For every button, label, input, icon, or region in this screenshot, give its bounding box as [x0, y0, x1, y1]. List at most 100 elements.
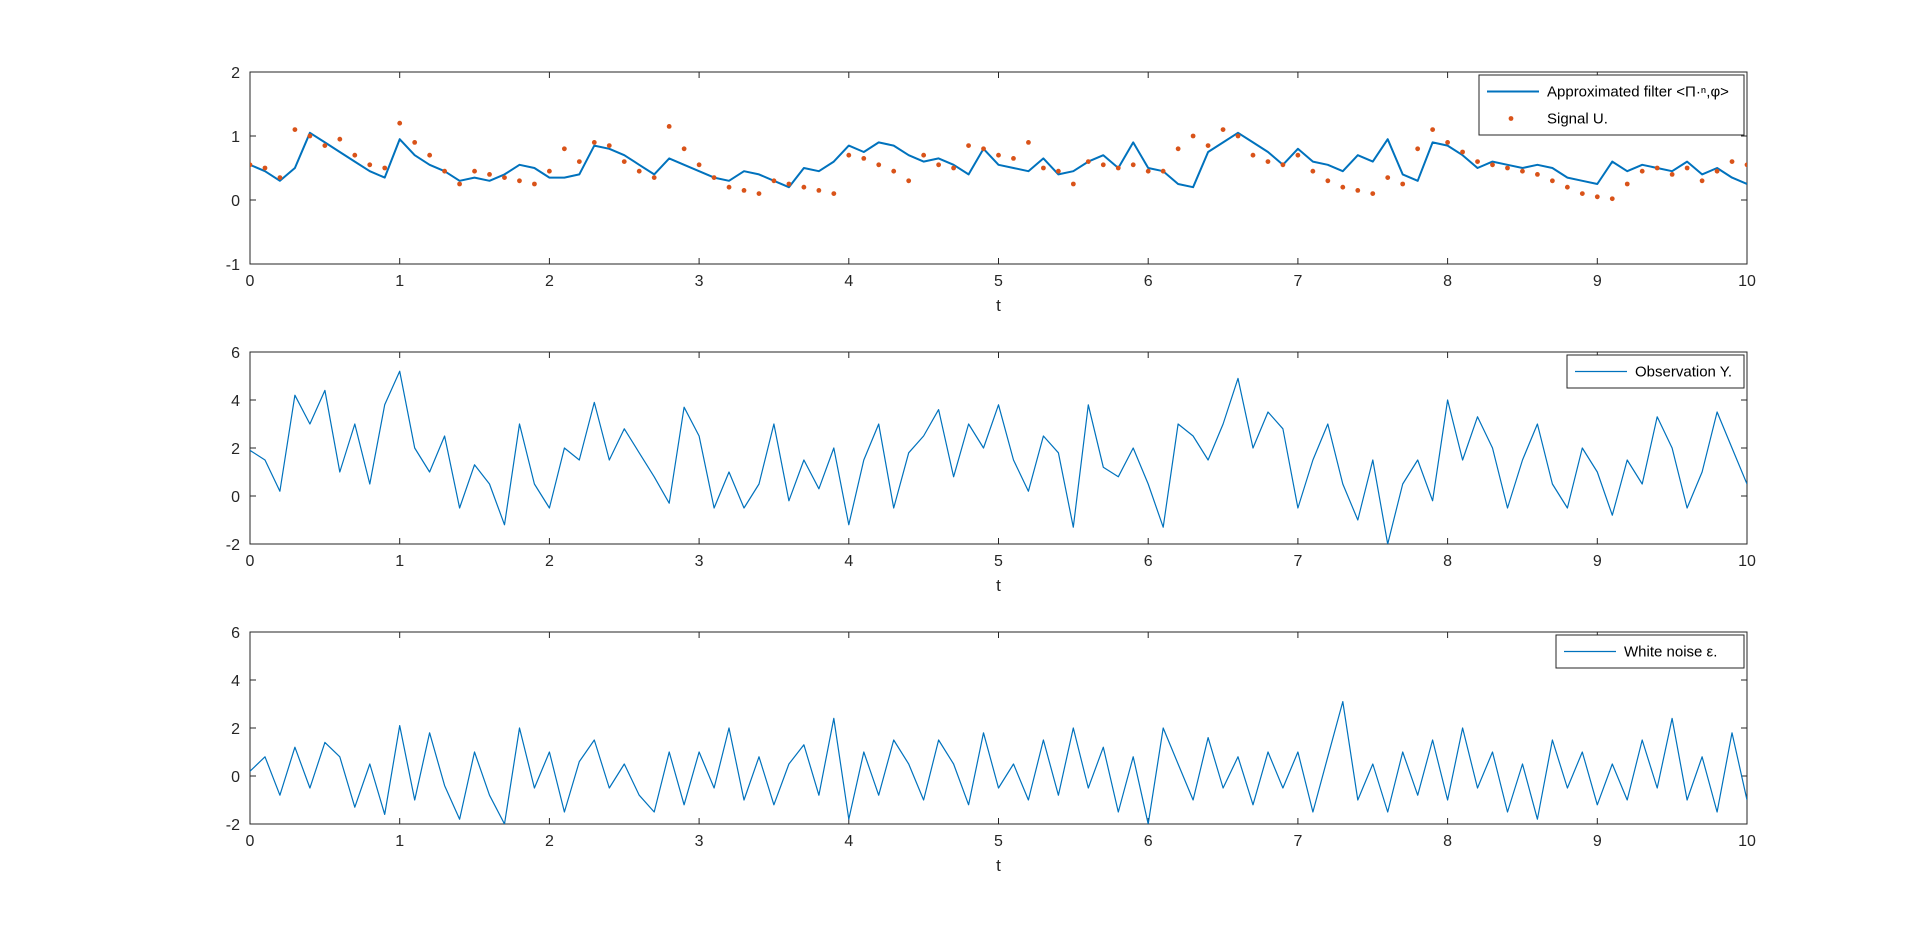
y-tick-label: 1	[231, 129, 240, 146]
x-tick-label: 3	[695, 273, 704, 290]
data-point	[1505, 165, 1510, 171]
data-point	[681, 146, 687, 152]
data-point	[1085, 159, 1091, 165]
y-tick-label: -2	[226, 537, 240, 554]
y-tick-label: 0	[231, 489, 240, 506]
data-point	[996, 152, 1001, 158]
data-point	[621, 159, 627, 165]
data-point	[801, 184, 807, 190]
data-point	[472, 168, 477, 174]
x-tick-label: 7	[1293, 833, 1302, 850]
x-tick-label: 1	[395, 273, 404, 290]
plot-panel-1: 0 1 2 3 4 5 6 7 8 9 10 -1 0 1 2 t Approximated filter <Π…	[226, 65, 1756, 315]
data-point	[1684, 165, 1690, 171]
data-point	[1250, 152, 1256, 158]
y-tick-label: 2	[231, 65, 240, 82]
data-point	[1430, 127, 1436, 132]
data-point	[1654, 165, 1660, 171]
plot-area	[250, 370, 1747, 544]
x-tick-label: 8	[1443, 553, 1452, 570]
series-line	[250, 131, 1747, 189]
data-point	[1190, 133, 1196, 139]
data-point	[1520, 168, 1525, 174]
data-point	[951, 165, 956, 171]
legend: Approximated filter <Π·ⁿ,φ> Signal U.	[1478, 74, 1745, 136]
x-axis-label: t	[996, 576, 1001, 595]
data-point	[1490, 162, 1495, 168]
data-point	[906, 178, 912, 184]
y-tick-label: 4	[231, 673, 240, 690]
data-point	[1295, 152, 1301, 158]
data-point	[1205, 143, 1211, 149]
legend: Observation Y.	[1566, 354, 1745, 389]
data-point	[382, 165, 388, 171]
data-point	[726, 184, 732, 190]
data-point	[846, 152, 852, 158]
x-tick-label: 10	[1738, 273, 1756, 290]
x-tick-label: 9	[1593, 833, 1602, 850]
x-tick-label: 7	[1293, 553, 1302, 570]
data-point	[1130, 162, 1136, 168]
plot-panel-2: 0 1 2 3 4 5 6 7 8 9 10 -2 0 2 4 6 t Observation Y.	[226, 345, 1756, 595]
data-point	[277, 175, 283, 181]
legend-marker	[1508, 116, 1514, 121]
x-tick-label: 5	[994, 833, 1003, 850]
y-tick-label: 0	[231, 193, 240, 210]
data-point	[307, 133, 313, 139]
data-point	[367, 162, 373, 168]
data-point	[532, 181, 537, 187]
x-tick-label: 3	[695, 833, 704, 850]
data-point	[1026, 140, 1031, 145]
data-point	[756, 191, 762, 197]
data-point	[487, 172, 492, 177]
data-point	[1041, 165, 1046, 171]
data-point	[1579, 191, 1585, 197]
data-point	[786, 181, 792, 187]
data-point	[1415, 146, 1421, 152]
series-line	[250, 701, 1747, 824]
legend-label: White noise ε.	[1624, 644, 1717, 661]
data-point	[891, 168, 897, 174]
y-tick-label: -1	[226, 257, 240, 274]
data-point	[711, 175, 717, 181]
data-point	[352, 152, 358, 158]
data-point	[981, 146, 986, 152]
x-tick-label: 0	[246, 553, 255, 570]
data-point	[1115, 165, 1121, 171]
axes-box	[249, 351, 1748, 545]
axes-box	[249, 631, 1748, 825]
x-tick-label: 4	[844, 273, 853, 290]
series-line	[250, 370, 1747, 544]
data-point	[397, 120, 403, 126]
data-point	[861, 156, 867, 161]
plot-area	[250, 701, 1747, 824]
data-point	[816, 188, 822, 193]
legend-box	[1478, 74, 1745, 136]
x-tick-label: 0	[246, 833, 255, 850]
x-tick-label: 0	[246, 273, 255, 290]
data-point	[1280, 162, 1286, 168]
data-point	[1624, 181, 1630, 187]
data-point	[1609, 196, 1615, 202]
data-point	[1385, 175, 1391, 181]
data-point	[1475, 159, 1480, 165]
x-tick-label: 5	[994, 553, 1003, 570]
data-point	[936, 162, 942, 168]
data-point	[1160, 168, 1166, 174]
x-tick-label: 9	[1593, 553, 1602, 570]
x-tick-label: 10	[1738, 833, 1756, 850]
x-tick-label: 6	[1144, 833, 1153, 850]
data-point	[427, 152, 433, 158]
data-point	[1744, 162, 1747, 168]
legend-label: Signal U.	[1547, 111, 1608, 128]
data-point	[1145, 168, 1151, 174]
x-axis-label: t	[996, 856, 1001, 875]
data-point	[921, 152, 927, 158]
data-point	[1639, 168, 1645, 174]
data-point	[1594, 194, 1600, 200]
x-tick-label: 2	[545, 553, 554, 570]
data-point	[1669, 172, 1675, 177]
data-point	[606, 143, 612, 149]
data-point	[651, 175, 657, 181]
